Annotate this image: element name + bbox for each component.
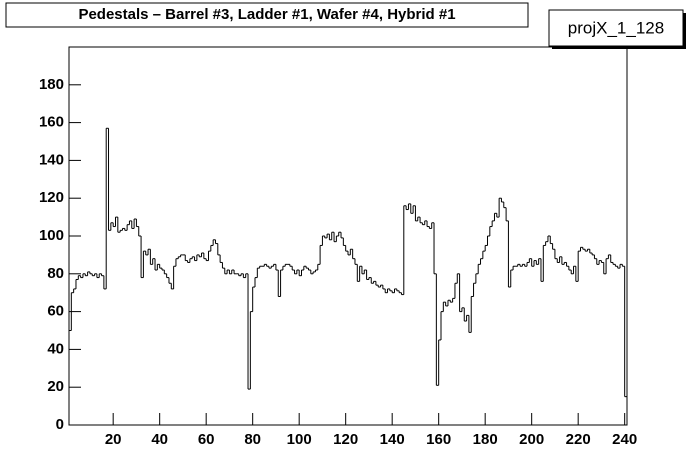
- x-tick-label: 140: [380, 431, 405, 448]
- x-tick-label: 200: [519, 431, 544, 448]
- chart-title: Pedestals – Barrel #3, Ladder #1, Wafer …: [78, 6, 455, 23]
- y-tick-label: 160: [39, 114, 64, 131]
- title-box: [5, 2, 529, 28]
- legend-label: projX_1_128: [568, 18, 664, 37]
- y-tick-label: 40: [47, 340, 64, 357]
- y-tick-label: 140: [39, 151, 64, 168]
- x-tick-label: 80: [244, 431, 261, 448]
- x-tick-label: 100: [287, 431, 312, 448]
- y-tick-label: 180: [39, 76, 64, 93]
- x-tick-label: 40: [151, 431, 168, 448]
- y-tick-label: 20: [47, 378, 64, 395]
- x-tick-label: 60: [198, 431, 215, 448]
- x-tick-label: 220: [566, 431, 591, 448]
- x-tick-label: 20: [105, 431, 122, 448]
- x-tick-label: 240: [612, 431, 637, 448]
- x-tick-label: 180: [473, 431, 498, 448]
- legend-box: [548, 9, 684, 47]
- y-tick-label: 100: [39, 227, 64, 244]
- y-tick-label: 120: [39, 189, 64, 206]
- y-tick-label: 60: [47, 303, 64, 320]
- x-tick-label: 160: [426, 431, 451, 448]
- y-tick-label: 80: [47, 265, 64, 282]
- x-tick-label: 120: [333, 431, 358, 448]
- y-tick-label: 0: [56, 416, 64, 433]
- plot-frame: [68, 46, 628, 426]
